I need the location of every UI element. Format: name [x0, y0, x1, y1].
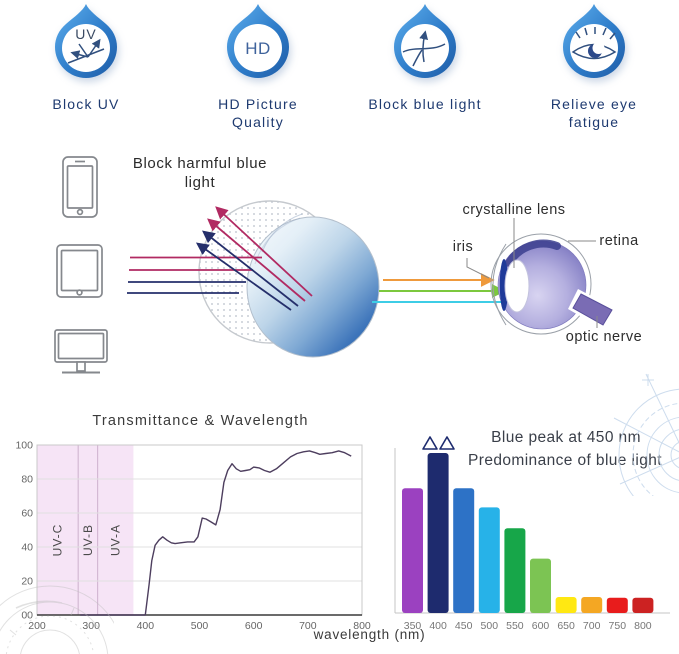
feature-block-uv: UV Block UV	[27, 2, 145, 113]
monitor-icon	[54, 329, 108, 374]
bar-350nm	[402, 488, 423, 613]
bar-650nm	[555, 597, 577, 613]
label-optic-nerve: optic nerve	[565, 329, 643, 345]
bar-450nm	[453, 488, 475, 613]
peak-triangle-marker	[422, 436, 438, 450]
uv-band-region	[37, 445, 134, 615]
x-tick-label: 300	[82, 620, 100, 632]
uv-band-label: UV-A	[109, 524, 123, 556]
eye-top-shading	[505, 239, 561, 267]
feature-label: HD Picture Quality	[218, 96, 298, 131]
bar-750nm	[606, 597, 628, 613]
eye-moon-icon	[563, 4, 625, 79]
peak-triangle-marker	[439, 436, 455, 450]
y-tick-label: 00	[21, 610, 33, 622]
x-tick-label: 800	[353, 620, 371, 632]
transmittance-curve	[80, 450, 352, 616]
lens-eye-diagram	[54, 156, 618, 374]
bar-550nm	[504, 528, 526, 613]
y-tick-label: 60	[21, 508, 33, 520]
tablet-icon	[56, 244, 103, 298]
feature-label: Block blue light	[368, 96, 482, 112]
crystalline-lens-shape	[504, 259, 530, 313]
bar-label: 650	[557, 620, 575, 632]
caption-block-harmful-blue-light: Block harmful blue light	[132, 155, 268, 191]
bar-label: 350	[404, 620, 422, 632]
bar-label: 700	[583, 620, 601, 632]
bar-label: 550	[506, 620, 524, 632]
bar-label: 450	[455, 620, 473, 632]
hd-icon: HD	[227, 4, 289, 79]
light-deflect-icon	[394, 4, 456, 79]
lens-contour	[261, 213, 303, 253]
label-connectors	[466, 218, 598, 328]
x-tick-label: 200	[28, 620, 46, 632]
feature-block-blue-light: Block blue light	[366, 2, 484, 113]
bar-label: 750	[609, 620, 627, 632]
eye-diagram	[466, 218, 618, 335]
optic-nerve-shape	[572, 293, 613, 326]
feature-label: Relieve eye fatigue	[550, 96, 638, 131]
bar-700nm	[581, 597, 603, 613]
bar-chart-annotation-1: Blue peak at 450 nm	[491, 429, 641, 446]
y-tick-label: 100	[15, 440, 33, 452]
line-chart-xlabel: wavelength (nm)	[313, 627, 426, 642]
x-tick-label: 600	[245, 620, 263, 632]
uv-glyph-text: UV	[75, 26, 96, 42]
x-tick-label: 700	[299, 620, 317, 632]
y-tick-label: 20	[21, 576, 33, 588]
uv-band-label: UV-C	[51, 524, 65, 557]
line-chart-title: Transmittance & Wavelength	[92, 413, 309, 429]
bar-label: 400	[429, 620, 447, 632]
feature-label: Block UV	[52, 96, 120, 112]
compass-watermark	[613, 373, 679, 496]
y-tick-label: 40	[21, 542, 33, 554]
feature-relieve-fatigue: Relieve eye fatigue	[535, 2, 653, 131]
label-iris: iris	[452, 239, 474, 255]
bar-chart-annotation-2: Predominance of blue light	[468, 452, 662, 469]
x-tick-label: 500	[191, 620, 209, 632]
bar-600nm	[530, 558, 551, 613]
y-tick-label: 80	[21, 474, 33, 486]
bar-800nm	[632, 597, 654, 613]
smartphone-icon	[62, 156, 98, 218]
blue-lens	[246, 216, 380, 358]
bar-400nm	[427, 453, 449, 613]
dial-watermark	[0, 585, 114, 654]
uv-reflect-icon: UV	[55, 4, 117, 79]
spectrum-bar-chart: 350 400 450 500 550 600 650 700 750 800	[394, 436, 670, 632]
bar-500nm	[478, 507, 500, 613]
bar-label: 600	[532, 620, 550, 632]
transmittance-line-chart: UV-C UV-B UV-A 00 20 40 60 80 100 200 300 400 500 600…	[15, 440, 371, 633]
hd-glyph-text: HD	[245, 39, 271, 58]
label-retina: retina	[599, 233, 639, 249]
uv-band-label: UV-B	[81, 524, 95, 556]
bar-label: 500	[481, 620, 499, 632]
blocked-rays	[127, 206, 313, 311]
feature-hd-quality: HD HD Picture Quality	[199, 2, 317, 131]
bar-label: 800	[634, 620, 652, 632]
x-tick-label: 400	[137, 620, 155, 632]
label-crystalline-lens: crystalline lens	[462, 202, 566, 218]
